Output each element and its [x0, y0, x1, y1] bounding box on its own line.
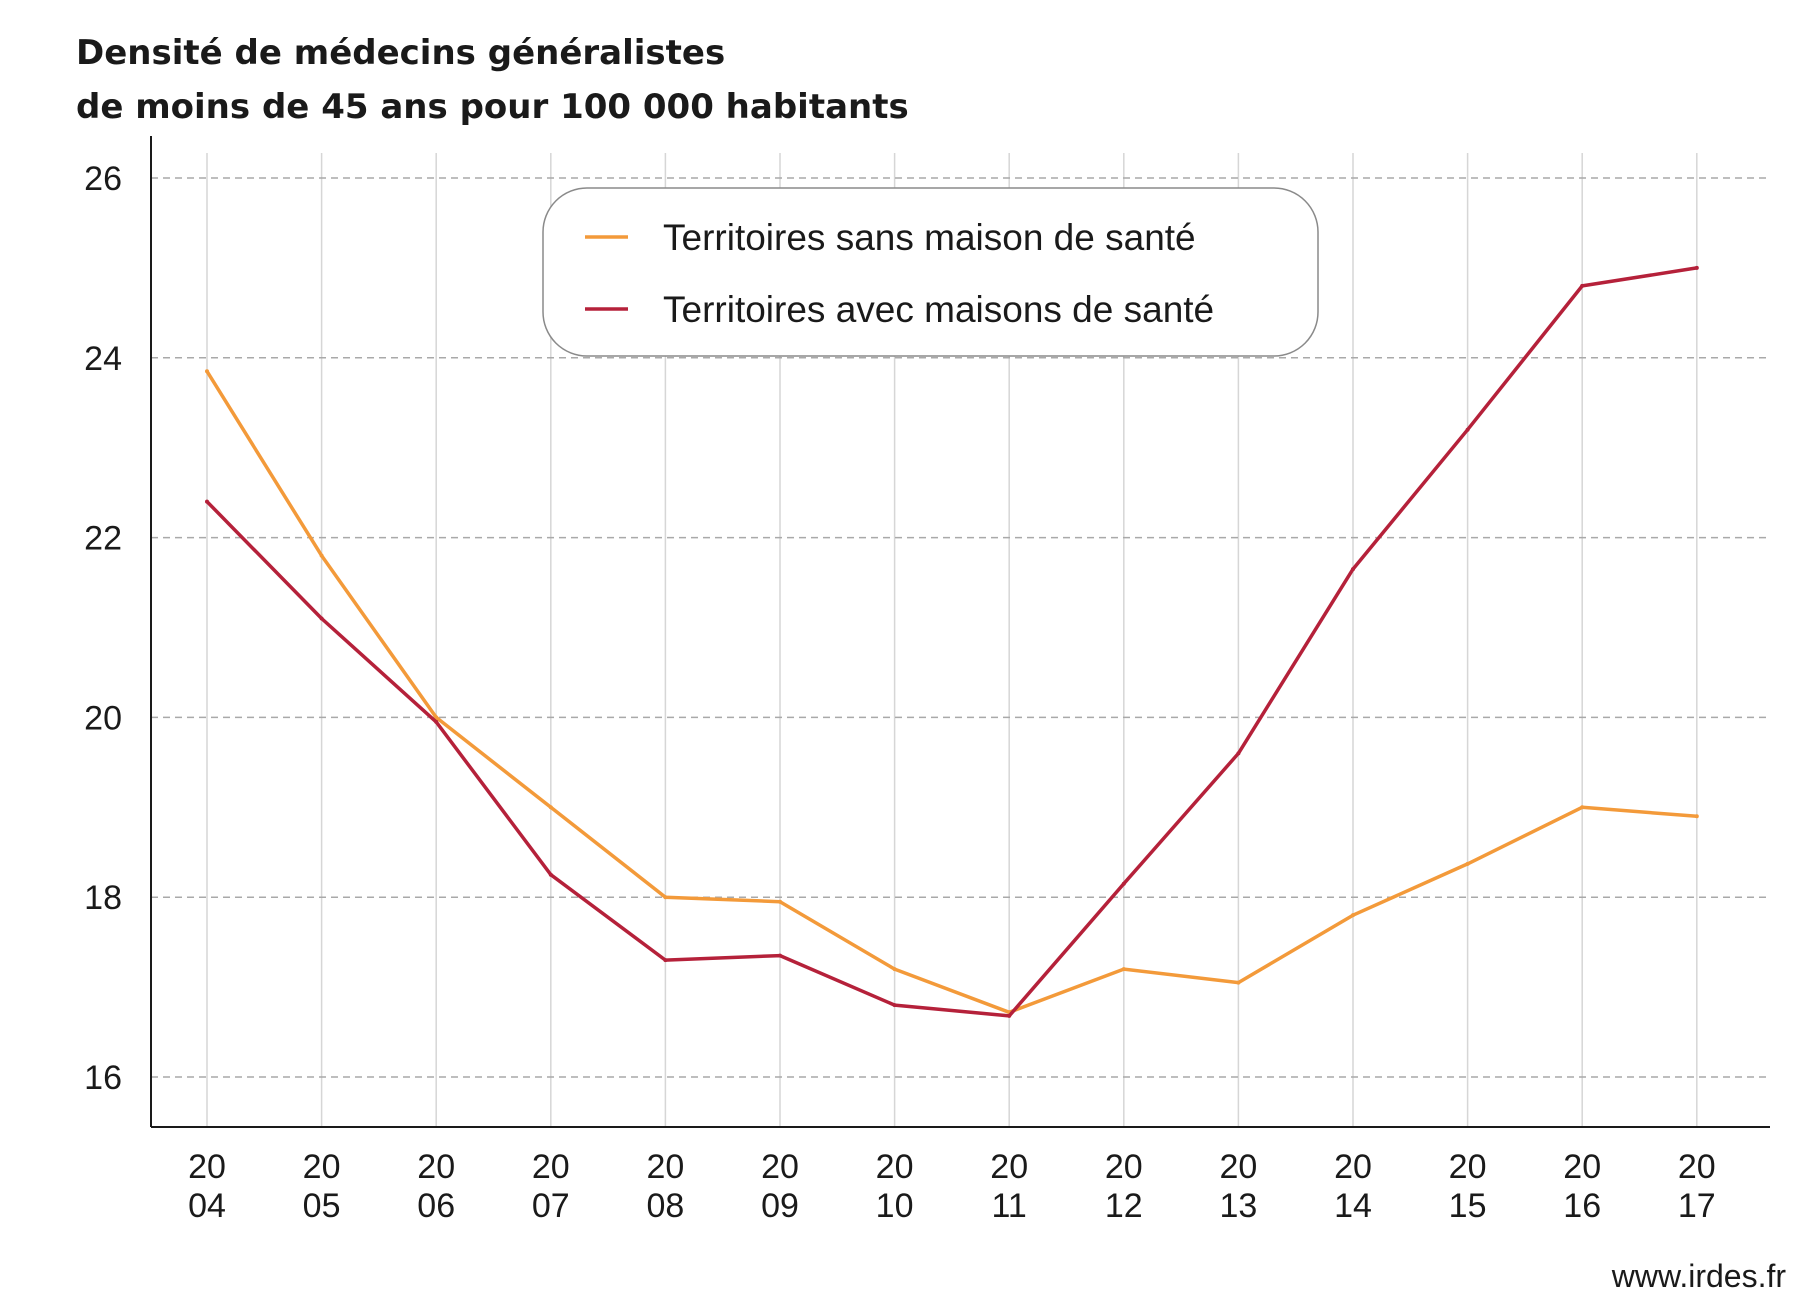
- x-tick-label: 20 16: [1563, 1148, 1601, 1225]
- data-point: [1580, 805, 1585, 810]
- y-tick-label: 18: [84, 879, 122, 917]
- data-point: [1351, 913, 1355, 918]
- x-tick-label: 20 11: [990, 1148, 1028, 1225]
- legend-label: Territoires avec maisons de santé: [663, 289, 1214, 330]
- data-point: [1121, 881, 1126, 886]
- x-tick-label: 20 08: [646, 1148, 684, 1225]
- data-point: [205, 369, 209, 374]
- data-point: [1007, 1013, 1012, 1018]
- y-tick-label: 22: [84, 520, 122, 558]
- chart-title-line-2: de moins de 45 ans pour 100 000 habitant…: [76, 87, 909, 127]
- data-point: [663, 895, 668, 900]
- data-point: [778, 953, 782, 958]
- data-point: [1236, 980, 1241, 985]
- axes: [150, 136, 1770, 1128]
- x-tick-label: 20 04: [188, 1148, 226, 1225]
- series-line-1: [205, 369, 1699, 1015]
- data-point: [1465, 861, 1470, 866]
- data-point: [1694, 814, 1699, 819]
- legend: Territoires sans maison de santé Territoi…: [542, 187, 1319, 357]
- data-point: [1351, 567, 1355, 572]
- x-tick-label: 20 07: [532, 1148, 570, 1225]
- data-point: [548, 805, 553, 810]
- y-tick-label: 24: [84, 340, 122, 378]
- data-point: [892, 967, 897, 972]
- chart-title: Densité de médecins généralistes de moin…: [76, 26, 909, 134]
- x-tick-label: 20 12: [1105, 1148, 1143, 1225]
- x-tick-label: 20 14: [1334, 1148, 1372, 1225]
- data-point: [434, 719, 439, 724]
- x-tick-label: 20 17: [1678, 1148, 1716, 1225]
- data-point: [1580, 283, 1585, 288]
- data-point: [663, 958, 668, 963]
- data-point: [1121, 967, 1126, 972]
- x-tick-label: 20 06: [417, 1148, 455, 1225]
- data-point: [548, 872, 553, 877]
- source-credit: www.irdes.fr: [1611, 1258, 1786, 1294]
- data-point: [1694, 265, 1699, 270]
- y-tick-label: 20: [84, 699, 122, 737]
- data-point: [434, 715, 439, 720]
- tick-labels: 16 18 20 22 24 26 20 04 20 05 20 06 20 07 20 08 20 09 20 10…: [84, 160, 1716, 1225]
- chart-title-line-1: Densité de médecins généralistes: [76, 33, 726, 73]
- x-tick-label: 20 05: [303, 1148, 341, 1225]
- data-point: [319, 553, 324, 558]
- data-point: [778, 899, 782, 904]
- y-tick-label: 16: [84, 1059, 122, 1097]
- series-lines: [205, 265, 1699, 1018]
- series-line-2: [205, 266, 1699, 1018]
- data-point: [1465, 427, 1470, 432]
- x-tick-label: 20 09: [761, 1148, 799, 1225]
- data-point: [319, 616, 324, 621]
- x-tick-label: 20 10: [876, 1148, 914, 1225]
- x-tick-label: 20 13: [1219, 1148, 1257, 1225]
- data-point: [205, 499, 209, 504]
- x-tick-label: 20 15: [1449, 1148, 1487, 1225]
- legend-label: Territoires sans maison de santé: [663, 217, 1196, 258]
- legend-box: [542, 187, 1319, 357]
- y-tick-label: 26: [84, 160, 122, 198]
- data-point: [1236, 751, 1241, 756]
- data-point: [892, 1003, 897, 1008]
